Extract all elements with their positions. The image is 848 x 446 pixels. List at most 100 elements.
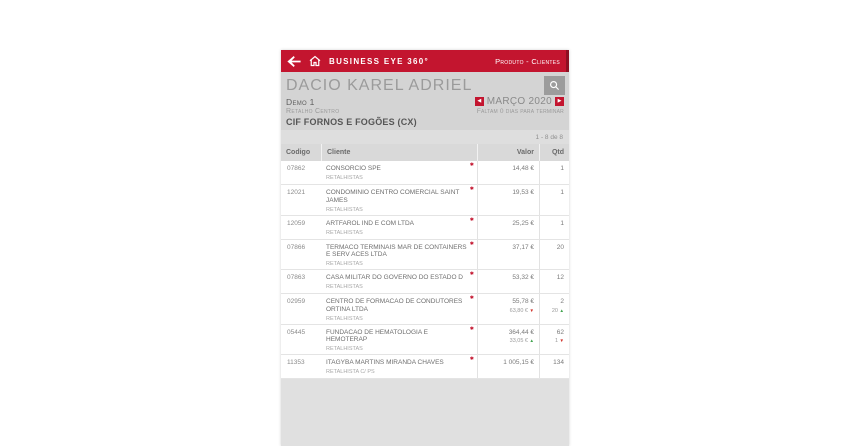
alert-asterisk-icon: ✱ xyxy=(469,216,474,223)
back-arrow-icon[interactable] xyxy=(287,55,302,67)
table-row[interactable]: 05445 ✱ FUNDACAO DE HEMATOLOGIA E HEMOTE… xyxy=(281,324,569,355)
qtd-cell: 20 xyxy=(539,239,569,269)
qtd-previous: 20 ▲ xyxy=(542,308,564,314)
home-icon[interactable] xyxy=(309,55,322,67)
valor-cell: 25,25 € xyxy=(477,215,539,239)
chevron-right-icon: ▶ xyxy=(557,97,562,104)
valor-cell: 37,17 € xyxy=(477,239,539,269)
cliente-cell: ✱ CASA MILITAR DO GOVERNO DO ESTADO D RE… xyxy=(321,270,477,293)
valor-previous: 63,80 € ▼ xyxy=(480,308,534,314)
codigo-cell: 02959 xyxy=(287,298,306,305)
qtd-previous-value: 20 xyxy=(551,307,558,314)
search-button[interactable] xyxy=(544,76,565,95)
product-title: CIF FORNOS E FOGÕES (CX) xyxy=(286,117,417,127)
valor-value: 19,53 € xyxy=(512,189,534,196)
alert-asterisk-icon: ✱ xyxy=(469,356,474,362)
table-row[interactable]: 07862 ✱ CONSORCIO SPE RETALHISTAS 14,48 … xyxy=(281,161,569,185)
company-label: Demo 1 xyxy=(286,97,315,107)
cliente-cell: ✱ CENTRO DE FORMACAO DE CONDUTORES ORTIN… xyxy=(321,294,477,324)
cliente-name: FUNDACAO DE HEMATOLOGIA E HEMOTERAP xyxy=(326,328,428,344)
codigo-cell: 07862 xyxy=(287,165,306,172)
table-header: Codigo Cliente Valor Qtd xyxy=(281,144,569,161)
cliente-cell: ✱ CONDOMINIO CENTRO COMERCIAL SAINT JAME… xyxy=(321,185,477,215)
alert-asterisk-icon: ✱ xyxy=(469,240,474,247)
qtd-value: 62 xyxy=(556,328,564,336)
cliente-segment: RETALHISTAS xyxy=(326,229,363,236)
client-name: DACIO KAREL ADRIEL xyxy=(286,77,473,94)
cliente-name: TERMACO TERMINAIS MAR DE CONTAINERS E SE… xyxy=(326,243,467,259)
segment-label: Retalho Centro xyxy=(286,108,340,115)
cliente-segment: RETALHISTA C/ PS xyxy=(326,369,375,375)
qtd-cell: 134 xyxy=(539,355,569,378)
cliente-name: ITAGYBA MARTINS MIRANDA CHAVES xyxy=(326,359,444,366)
cliente-name: CONSORCIO SPE xyxy=(326,165,381,172)
valor-value: 364,44 € xyxy=(508,328,534,336)
valor-cell: 53,32 € xyxy=(477,270,539,293)
cliente-cell: ✱ TERMACO TERMINAIS MAR DE CONTAINERS E … xyxy=(321,240,477,270)
trend-down-icon: ▼ xyxy=(529,307,534,313)
column-header-cliente: Cliente xyxy=(321,144,477,161)
qtd-value: 1 xyxy=(560,189,564,196)
valor-previous: 33,05 € ▲ xyxy=(480,338,534,344)
valor-cell: 14,48 € xyxy=(477,161,539,184)
valor-value: 25,25 € xyxy=(512,219,534,227)
qtd-value: 12 xyxy=(556,274,564,281)
trend-down-icon: ▼ xyxy=(559,338,564,343)
prev-month-button[interactable]: ◀ xyxy=(474,96,484,106)
codigo-cell: 07863 xyxy=(287,274,306,281)
qtd-cell: 2 20 ▲ xyxy=(539,294,569,324)
valor-value: 53,32 € xyxy=(512,274,534,281)
qtd-previous-value: 1 xyxy=(554,338,558,344)
cliente-name: CENTRO DE FORMACAO DE CONDUTORES ORTINA … xyxy=(326,298,463,313)
alert-asterisk-icon: ✱ xyxy=(469,162,474,168)
cliente-segment: RETALHISTAS xyxy=(326,346,363,352)
trend-up-icon: ▲ xyxy=(559,307,564,313)
table-row[interactable]: 12021 ✱ CONDOMINIO CENTRO COMERCIAL SAIN… xyxy=(281,185,569,216)
cliente-cell: ✱ CONSORCIO SPE RETALHISTAS xyxy=(321,161,477,184)
table-row[interactable]: 07863 ✱ CASA MILITAR DO GOVERNO DO ESTAD… xyxy=(281,270,569,294)
codigo-cell: 07866 xyxy=(287,243,306,251)
app-title: BUSINESS EYE 360° xyxy=(329,56,429,66)
alert-asterisk-icon: ✱ xyxy=(469,325,474,332)
table-row[interactable]: 02959 ✱ CENTRO DE FORMACAO DE CONDUTORES… xyxy=(281,294,569,325)
cliente-segment: RETALHISTAS xyxy=(326,284,363,290)
qtd-cell: 1 xyxy=(539,215,569,239)
chevron-left-icon: ◀ xyxy=(477,97,482,104)
valor-value: 1 005,15 € xyxy=(503,359,534,366)
qtd-cell: 1 xyxy=(539,185,569,215)
qtd-cell: 62 1 ▼ xyxy=(539,324,569,354)
search-icon xyxy=(549,80,560,91)
month-label: MARÇO 2020 xyxy=(486,95,552,107)
codigo-cell: 11353 xyxy=(287,359,305,366)
subheader: DACIO KAREL ADRIEL Demo 1 ◀ MARÇO 2020 ▶ xyxy=(281,72,569,130)
valor-previous-value: 63,80 € xyxy=(509,307,528,314)
column-header-valor: Valor xyxy=(477,144,539,161)
qtd-cell: 1 xyxy=(539,161,569,184)
cliente-segment: RETALHISTAS xyxy=(326,175,363,181)
app-window: BUSINESS EYE 360° Produto - Clientes DAC… xyxy=(281,50,569,446)
cliente-segment: RETALHISTAS xyxy=(326,315,363,322)
cliente-segment: RETALHISTAS xyxy=(326,206,363,213)
cliente-cell: ✱ ITAGYBA MARTINS MIRANDA CHAVES RETALHI… xyxy=(321,355,477,378)
codigo-cell: 12059 xyxy=(287,219,306,227)
codigo-cell: 05445 xyxy=(287,328,306,336)
qtd-value: 20 xyxy=(556,243,564,251)
table-row[interactable]: 12059 ✱ ARTFAROL IND E COM LTDA RETALHIS… xyxy=(281,215,569,240)
qtd-value: 1 xyxy=(560,219,564,227)
valor-cell: 19,53 € xyxy=(477,185,539,215)
table-row[interactable]: 11353 ✱ ITAGYBA MARTINS MIRANDA CHAVES R… xyxy=(281,355,569,379)
table-row[interactable]: 07866 ✱ TERMACO TERMINAIS MAR DE CONTAIN… xyxy=(281,239,569,270)
days-left-label: Faltam 0 dias para terminar xyxy=(476,107,564,115)
client-table: Codigo Cliente Valor Qtd 07862 ✱ CONSORC… xyxy=(281,144,569,379)
qtd-cell: 12 xyxy=(539,270,569,293)
alert-asterisk-icon: ✱ xyxy=(469,271,474,277)
valor-cell: 1 005,15 € xyxy=(477,355,539,378)
column-header-codigo: Codigo xyxy=(286,149,311,156)
valor-cell: 364,44 € 33,05 € ▲ xyxy=(477,324,539,354)
month-navigator: ◀ MARÇO 2020 ▶ xyxy=(474,95,564,107)
next-month-button[interactable]: ▶ xyxy=(555,96,564,106)
qtd-value: 2 xyxy=(560,298,564,305)
alert-asterisk-icon: ✱ xyxy=(469,186,474,192)
column-header-qtd: Qtd xyxy=(539,144,569,161)
cliente-name: ARTFAROL IND E COM LTDA xyxy=(326,219,415,227)
